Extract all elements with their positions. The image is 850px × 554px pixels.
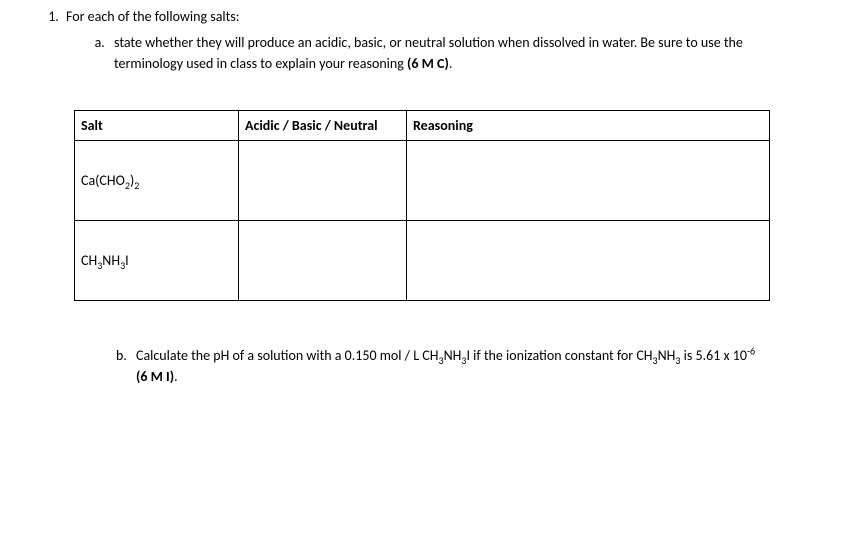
part-a-item: state whether they will produce an acidi… <box>108 32 810 74</box>
salt-formula-part: Ca(CHO <box>81 172 125 189</box>
table-row: Ca(CHO2)2 <box>75 141 770 221</box>
inner-ordered-list-b: Calculate the pH of a solution with a 0.… <box>108 345 810 387</box>
cell-classification <box>239 141 407 221</box>
salts-table: Salt Acidic / Basic / Neutral Reasoning … <box>74 110 770 302</box>
part-a-bold: (6 M C) <box>407 55 449 72</box>
salt-formula-part: NH <box>102 252 120 269</box>
page-container: For each of the following salts: state w… <box>0 0 850 387</box>
salt-formula-part: CH <box>81 252 97 269</box>
cell-classification <box>239 221 407 301</box>
part-b-wrapper: Calculate the pH of a solution with a 0.… <box>66 345 810 387</box>
cell-reasoning <box>407 221 770 301</box>
part-b-text: NH <box>658 347 676 364</box>
part-b-text: is 5.61 x 10 <box>681 347 747 364</box>
outer-ordered-list: For each of the following salts: state w… <box>40 6 810 387</box>
part-b-text: NH <box>444 347 462 364</box>
cell-salt: CH3NH3I <box>75 221 239 301</box>
part-b-period: . <box>174 368 178 385</box>
table-header-row: Salt Acidic / Basic / Neutral Reasoning <box>75 110 770 141</box>
salt-formula-part: I <box>125 252 129 269</box>
part-b-bold: (6 M I) <box>136 368 174 385</box>
question-prompt: For each of the following salts: <box>66 8 240 25</box>
cell-salt: Ca(CHO2)2 <box>75 141 239 221</box>
part-a-period: . <box>449 55 453 72</box>
part-b-sup: -6 <box>747 345 755 358</box>
col-header-reasoning: Reasoning <box>407 110 770 141</box>
table-row: CH3NH3I <box>75 221 770 301</box>
part-b-text: Calculate the pH of a solution with a 0.… <box>136 347 439 364</box>
part-b-item: Calculate the pH of a solution with a 0.… <box>130 345 810 387</box>
part-b-text: I if the ionization constant for CH <box>466 347 652 364</box>
inner-ordered-list-a: state whether they will produce an acidi… <box>66 32 810 74</box>
question-item-1: For each of the following salts: state w… <box>62 6 810 387</box>
col-header-salt: Salt <box>75 110 239 141</box>
cell-reasoning <box>407 141 770 221</box>
col-header-classification: Acidic / Basic / Neutral <box>239 110 407 141</box>
salt-subscript: 2 <box>134 179 139 192</box>
